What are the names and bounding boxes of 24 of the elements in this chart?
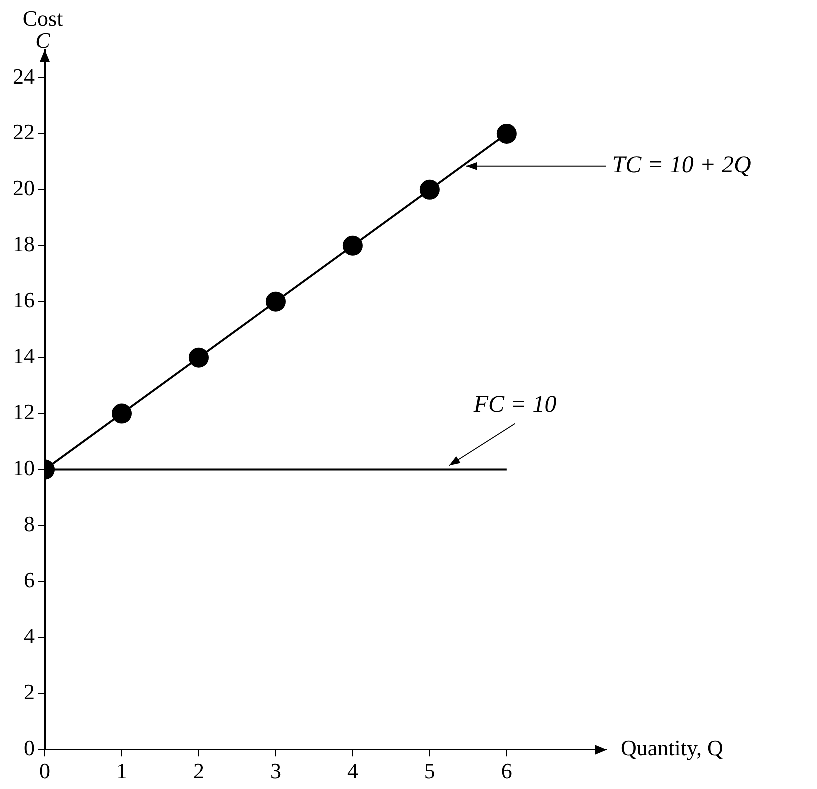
y-axis-title: Cost C [22,6,64,53]
annotation: FC = 10 [472,392,557,418]
x-tick-label: 6 [501,758,512,784]
y-tick-label: 14 [13,344,35,369]
y-tick-label: 22 [13,120,35,145]
y-tick-label: 4 [24,623,35,648]
y-tick-label: 6 [24,567,35,592]
y-tick-label: 20 [13,176,35,201]
x-tick-label: 3 [270,758,282,784]
y-tick-label: 18 [13,232,35,257]
x-tick-label: 2 [193,758,204,784]
y-tick-label: 8 [24,512,35,537]
x-tick-label: 0 [40,758,50,784]
x-tick-label: 4 [347,758,358,784]
y-tick-label: 0 [24,735,35,760]
x-tick-label: 1 [116,758,128,784]
y-tick-label: 2 [24,679,35,704]
annotation: TC = 10 + 2Q [612,152,752,179]
y-tick-label: 10 [13,456,35,481]
x-axis-title: Quantity, Q [621,735,724,760]
x-tick-label: 5 [424,758,436,784]
y-tick-label: 16 [13,288,35,313]
y-tick-label: 24 [13,64,35,89]
y-tick-label: 12 [13,400,35,425]
